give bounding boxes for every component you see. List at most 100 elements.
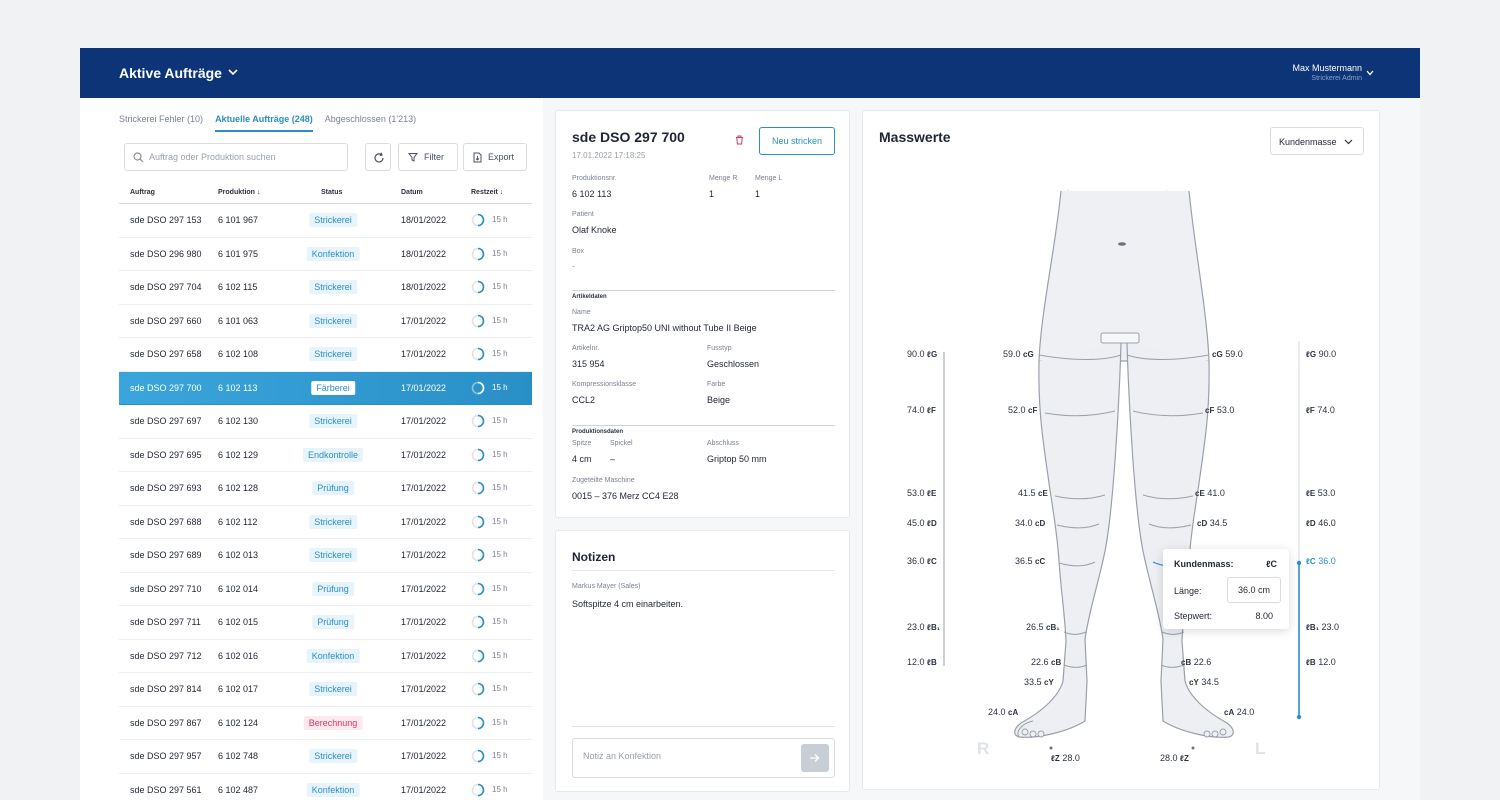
table-row[interactable]: sde DSO 297 814 6 102 017 Strickerei 17/01/… (119, 673, 532, 707)
chevron-down-icon[interactable] (228, 68, 238, 76)
spickel-label: Spickel (610, 440, 633, 447)
leg-l-cb[interactable]: cB 22.6 (1181, 657, 1211, 667)
scale-l-e[interactable]: ℓE 53.0 (1306, 488, 1335, 498)
col-auftrag[interactable]: Auftrag (130, 189, 155, 196)
scale-l-d[interactable]: ℓD 46.0 (1306, 518, 1336, 528)
menge-r-value: 1 (709, 189, 715, 199)
table-row[interactable]: sde DSO 297 561 6 102 487 Konfektion 17/01/… (119, 774, 532, 800)
leg-r-cb[interactable]: 22.6 cB (1031, 657, 1061, 667)
leg-r-ce[interactable]: 41.5 cE (1018, 488, 1048, 498)
progress-ring-icon (471, 314, 485, 327)
mass-code: ℓC (927, 557, 937, 566)
progress-ring-icon (471, 347, 485, 361)
tab-strickerei-fehler[interactable]: Strickerei Fehler (10) (119, 114, 203, 132)
scale-l-g[interactable]: ℓG 90.0 (1306, 349, 1336, 359)
tooltip-code: ℓC (1266, 559, 1277, 569)
leg-l-cy[interactable]: cY 34.5 (1189, 677, 1219, 687)
table-row[interactable]: sde DSO 297 688 6 102 112 Strickerei 17/01/… (119, 506, 532, 539)
progress-ring-icon (471, 448, 485, 461)
produktion-cell: 6 102 014 (218, 583, 259, 594)
table-row[interactable]: sde DSO 297 695 6 102 129 Endkontrolle 17/0… (119, 439, 532, 472)
leg-r-cg[interactable]: 59.0 cG (1003, 349, 1034, 359)
table-row[interactable]: sde DSO 297 658 6 102 108 Strickerei 17/01/… (119, 338, 532, 372)
leg-r-cy[interactable]: 33.5 cY (1024, 677, 1054, 687)
neu-stricken-button[interactable]: Neu stricken (759, 127, 835, 155)
col-status[interactable]: Status (321, 189, 343, 196)
mass-value: 22.6 (1031, 657, 1049, 667)
mass-code: cF (1205, 406, 1215, 415)
scale-l-b[interactable]: ℓB 12.0 (1306, 657, 1336, 667)
send-note-button[interactable] (801, 744, 829, 772)
trash-icon[interactable] (735, 135, 744, 145)
scale-l-b1[interactable]: ℓB₁ 23.0 (1306, 622, 1339, 632)
mass-code: cF (1028, 406, 1038, 415)
filter-button[interactable]: Filter (398, 143, 458, 171)
table-row[interactable]: sde DSO 297 867 6 102 124 Berechnung 17/01/… (119, 707, 532, 740)
scale-r-b1[interactable]: 23.0 ℓB₁ (907, 622, 940, 632)
table-row[interactable]: sde DSO 297 689 6 102 013 Strickerei 17/01/… (119, 539, 532, 573)
col-datum[interactable]: Datum (401, 189, 423, 196)
abschluss-label: Abschluss (707, 440, 739, 447)
table-row[interactable]: sde DSO 297 704 6 102 115 Strickerei 18/01/… (119, 271, 532, 305)
leg-l-cd[interactable]: cD 34.5 (1197, 518, 1227, 528)
scale-r-d[interactable]: 45.0 ℓD (907, 518, 937, 528)
user-menu-chevron-icon[interactable] (1366, 70, 1374, 76)
produktion-cell: 6 102 115 (218, 282, 258, 292)
filter-icon (408, 153, 418, 162)
auftrag-cell: sde DSO 297 710 (130, 583, 202, 594)
abschluss-value: Griptop 50 mm (707, 454, 767, 464)
leg-r-ca[interactable]: 24.0 cA (988, 707, 1018, 717)
table-row[interactable]: sde DSO 297 660 6 101 063 Strickerei 17/01/… (119, 305, 532, 338)
scale-r-f[interactable]: 74.0 ℓF (907, 405, 936, 415)
table-row[interactable]: sde DSO 297 153 6 101 967 Strickerei 18/01/… (119, 204, 532, 238)
mass-code: ℓG (1306, 350, 1317, 359)
table-row[interactable]: sde DSO 297 711 6 102 015 Prüfung 17/01/202… (119, 606, 532, 640)
leg-l-ca[interactable]: cA 24.0 (1224, 707, 1254, 717)
col-restzeit[interactable]: Restzeit ↓ (471, 189, 504, 196)
tab-abgeschlossen[interactable]: Abgeschlossen (1'213) (325, 114, 416, 132)
datum-cell: 17/01/2022 (401, 617, 447, 627)
search-input[interactable] (149, 149, 339, 165)
foot-l-z[interactable]: 28.0 ℓZ (1160, 753, 1189, 763)
laenge-label: Länge: (1174, 586, 1202, 596)
scale-r-e[interactable]: 53.0 ℓE (907, 488, 936, 498)
mass-type-select[interactable]: Kundenmasse (1270, 127, 1364, 155)
leg-r-cf[interactable]: 52.0 cF (1008, 405, 1037, 415)
table-row[interactable]: sde DSO 297 693 6 102 128 Prüfung 17/01/202… (119, 472, 532, 506)
table-row[interactable]: sde DSO 297 712 6 102 016 Konfektion 17/01/… (119, 640, 532, 673)
leg-l-cg[interactable]: cG 59.0 (1212, 349, 1243, 359)
table-row[interactable]: sde DSO 297 700 6 102 113 Färberei 17/01/20… (119, 371, 532, 405)
mass-value: 41.5 (1018, 488, 1036, 498)
scale-r-g[interactable]: 90.0 ℓG (907, 349, 937, 359)
leg-r-cb1[interactable]: 26.5 cB₁ (1026, 622, 1060, 632)
leg-l-ce[interactable]: cE 41.0 (1195, 488, 1225, 498)
page-title[interactable]: Aktive Aufträge (119, 65, 222, 81)
spitze-label: Spitze (572, 440, 592, 447)
leg-r-cd[interactable]: 34.0 cD (1015, 518, 1045, 528)
laenge-input[interactable]: 36.0 cm (1227, 577, 1281, 603)
table-row[interactable]: sde DSO 297 957 6 102 748 Strickerei 17/01/… (119, 740, 532, 774)
datum-cell: 17/01/2022 (401, 382, 447, 393)
scale-r-b[interactable]: 12.0 ℓB (907, 657, 937, 667)
auftrag-cell: sde DSO 297 693 (130, 483, 202, 493)
leg-r-cc[interactable]: 36.5 cC (1015, 556, 1045, 566)
refresh-button[interactable] (365, 143, 391, 171)
datum-cell: 17/01/2022 (401, 717, 447, 728)
patient-value: Olaf Knoke (572, 225, 617, 235)
leg-l-cf[interactable]: cF 53.0 (1205, 405, 1234, 415)
scale-l-f[interactable]: ℓF 74.0 (1306, 405, 1335, 415)
table-row[interactable]: sde DSO 296 980 6 101 975 Konfektion 18/01/… (119, 238, 532, 271)
foot-r-z[interactable]: ℓZ 28.0 (1051, 753, 1080, 763)
export-button[interactable]: Export (463, 143, 527, 171)
scale-l-c[interactable]: ℓC 36.0 (1306, 556, 1336, 566)
tab-aktuelle-auftraege[interactable]: Aktuelle Aufträge (248) (215, 114, 313, 132)
col-produktion[interactable]: Produktion ↓ (218, 189, 261, 196)
patient-label: Patient (572, 211, 594, 218)
table-row[interactable]: sde DSO 297 710 6 102 014 Prüfung 17/01/202… (119, 573, 532, 606)
app-window: Aktive Aufträge Max Mustermann Strickere… (80, 48, 1420, 800)
table-row[interactable]: sde DSO 297 697 6 102 130 Strickerei 17/01/… (119, 405, 532, 439)
scale-r-c[interactable]: 36.0 ℓC (907, 556, 937, 566)
note-input[interactable] (583, 751, 793, 761)
user-name[interactable]: Max Mustermann (1292, 63, 1362, 73)
tab-count: (248) (291, 114, 313, 124)
